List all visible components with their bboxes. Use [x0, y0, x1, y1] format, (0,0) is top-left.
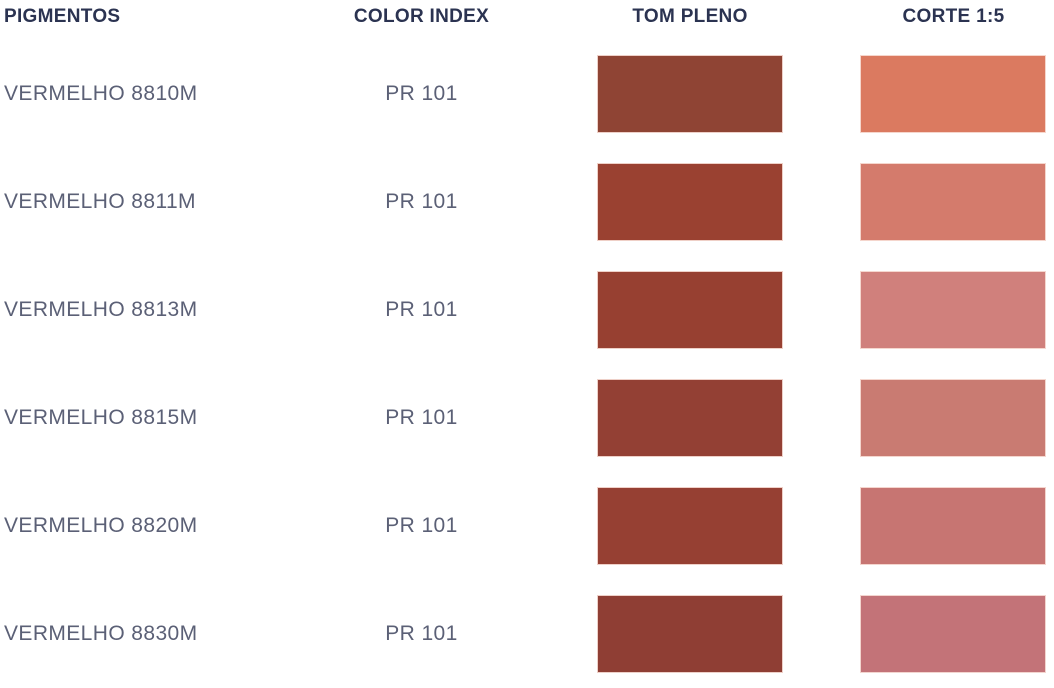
tom-pleno-swatch: [597, 595, 783, 673]
corte-swatch: [860, 271, 1046, 349]
table-row: VERMELHO 8820M PR 101: [0, 472, 1054, 580]
tom-pleno-swatch: [597, 487, 783, 565]
corte-swatch: [860, 55, 1046, 133]
color-index-value: PR 101: [385, 190, 458, 213]
table-row: VERMELHO 8810M PR 101: [0, 40, 1054, 148]
pigment-name: VERMELHO 8815M: [4, 406, 198, 429]
color-index-value: PR 101: [385, 406, 458, 429]
color-index-value: PR 101: [385, 514, 458, 537]
table-row: VERMELHO 8813M PR 101: [0, 256, 1054, 364]
color-index-value: PR 101: [385, 82, 458, 105]
color-index-value: PR 101: [385, 622, 458, 645]
tom-pleno-swatch: [597, 379, 783, 457]
tom-pleno-swatch: [597, 271, 783, 349]
tom-pleno-swatch: [597, 55, 783, 133]
pigment-name: VERMELHO 8830M: [4, 622, 198, 645]
table-row: VERMELHO 8830M PR 101: [0, 580, 1054, 688]
corte-swatch: [860, 595, 1046, 673]
table-header: PIGMENTOS COLOR INDEX TOM PLENO CORTE 1:…: [0, 0, 1054, 40]
corte-swatch: [860, 487, 1046, 565]
pigment-name: VERMELHO 8810M: [4, 82, 198, 105]
pigment-name: VERMELHO 8813M: [4, 298, 198, 321]
pigment-name: VERMELHO 8820M: [4, 514, 198, 537]
column-header-tom-pleno: TOM PLENO: [632, 6, 748, 27]
corte-swatch: [860, 379, 1046, 457]
corte-swatch: [860, 163, 1046, 241]
column-header-corte: CORTE 1:5: [902, 6, 1005, 27]
tom-pleno-swatch: [597, 163, 783, 241]
column-header-pigmentos: PIGMENTOS: [4, 6, 121, 27]
table-row: VERMELHO 8815M PR 101: [0, 364, 1054, 472]
table-row: VERMELHO 8811M PR 101: [0, 148, 1054, 256]
pigment-name: VERMELHO 8811M: [4, 190, 196, 213]
column-header-color-index: COLOR INDEX: [353, 6, 490, 27]
color-index-value: PR 101: [385, 298, 458, 321]
